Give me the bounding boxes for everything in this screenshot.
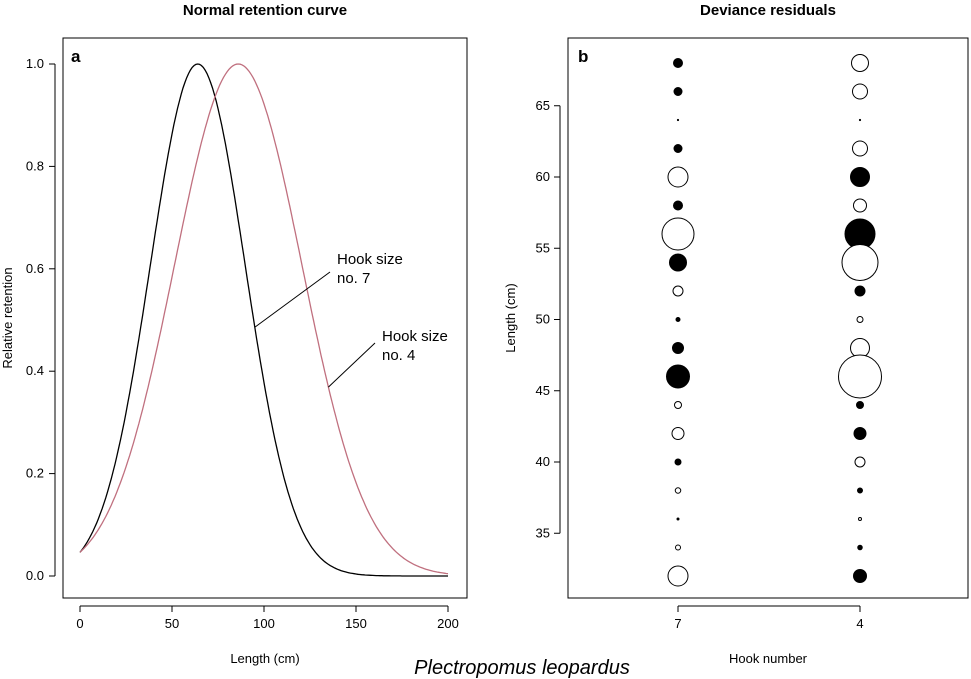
panel-a-y-axis: 0.0 0.2 0.4 0.6 0.8 1.0 [26,56,56,583]
hook-7-annotation-line2: no. 7 [337,270,370,287]
panel-b-frame [567,37,969,599]
panel-a: Normal retention curve a 0 50 100 150 200 0.… [0,2,468,666]
panel-a-x-label: Length (cm) [230,651,299,666]
residual-point-hook-7-length-58 [673,200,683,211]
y-tick-label: 0.8 [26,158,44,173]
x-tick-label: 150 [345,616,367,631]
residual-point-hook-7-length-60 [667,166,689,188]
residual-point-hook-7-length-32 [667,565,689,587]
panel-a-title: Normal retention curve [183,2,347,19]
hook-7-annotation-line1: Hook size [337,251,403,268]
hook-7-annotation-line [254,271,331,328]
residual-point-hook-4-length-42 [853,427,867,440]
residual-point-hook-4-length-66 [852,83,868,100]
residual-point-hook-4-length-36 [858,517,862,521]
x-tick-label: 7 [674,616,681,631]
y-tick-label: 65 [536,98,550,113]
residual-point-hook-7-length-56 [661,217,695,251]
residual-point-hook-7-length-46 [666,364,690,389]
residual-point-hook-7-length-64 [676,118,680,122]
residual-point-hook-4-length-52 [854,285,866,297]
residual-point-hook-7-length-48 [672,342,684,354]
y-tick-label: 0.6 [26,261,44,276]
residual-point-hook-7-length-36 [676,517,680,521]
panel-a-frame [62,37,468,599]
residual-point-hook-7-length-42 [671,427,685,440]
y-tick-label: 60 [536,169,550,184]
x-tick-label: 4 [856,616,863,631]
residual-point-hook-7-length-54 [669,253,687,272]
y-tick-label: 40 [536,454,550,469]
residual-point-hook-4-length-32 [853,569,867,583]
residual-point-hook-7-length-62 [673,144,683,153]
residual-point-hook-7-length-44 [674,401,682,409]
panel-b-y-axis: 35 40 45 50 55 60 65 [536,98,561,540]
y-tick-label: 0.0 [26,568,44,583]
panel-b-y-label: Length (cm) [503,283,518,352]
residual-bubbles [661,54,882,587]
y-tick-label: 55 [536,240,550,255]
retention-curves [79,63,449,577]
residual-point-hook-4-length-50 [856,316,864,323]
panel-a-label: a [71,47,81,66]
hook-4-curve [79,63,449,575]
residual-point-hook-7-length-66 [673,87,683,96]
x-tick-label: 200 [437,616,459,631]
y-tick-label: 1.0 [26,56,44,71]
curve-annotations: Hook size no. 7 Hook size no. 4 [254,251,448,388]
residual-point-hook-4-length-58 [853,198,867,213]
y-tick-label: 45 [536,383,550,398]
residual-point-hook-4-length-46 [838,354,882,399]
residual-point-hook-4-length-40 [854,456,866,468]
residual-point-hook-7-length-52 [672,285,684,297]
residual-point-hook-7-length-34 [675,544,681,551]
residual-point-hook-4-length-54 [841,244,879,281]
residual-point-hook-4-length-38 [857,487,863,494]
panel-b-title: Deviance residuals [700,2,836,19]
residual-point-hook-4-length-68 [851,54,869,72]
x-tick-label: 100 [253,616,275,631]
species-title: Plectropomus leopardus [414,657,630,679]
y-tick-label: 0.2 [26,466,44,481]
panel-a-y-label: Relative retention [0,267,15,368]
residual-point-hook-7-length-50 [675,317,681,322]
residual-point-hook-7-length-40 [674,458,682,466]
hook-4-annotation-line2: no. 4 [382,347,415,364]
panel-a-x-axis: 0 50 100 150 200 [76,605,459,631]
residual-point-hook-7-length-68 [673,58,683,68]
hook-4-annotation-line [328,342,376,388]
hook-4-annotation-line1: Hook size [382,328,448,345]
y-tick-label: 50 [536,312,550,327]
residual-point-hook-4-length-44 [856,401,864,409]
residual-point-hook-7-length-38 [674,487,682,494]
y-tick-label: 35 [536,525,550,540]
panel-b-x-label: Hook number [729,651,808,666]
residual-point-hook-4-length-34 [857,544,863,551]
panel-b-label: b [578,47,588,66]
y-tick-label: 0.4 [26,363,44,378]
residual-point-hook-4-length-60 [850,167,870,187]
x-tick-label: 0 [76,616,83,631]
hook-7-curve [79,63,448,577]
residual-point-hook-4-length-64 [858,118,862,122]
residual-point-hook-4-length-62 [852,140,868,157]
x-tick-label: 50 [165,616,179,631]
